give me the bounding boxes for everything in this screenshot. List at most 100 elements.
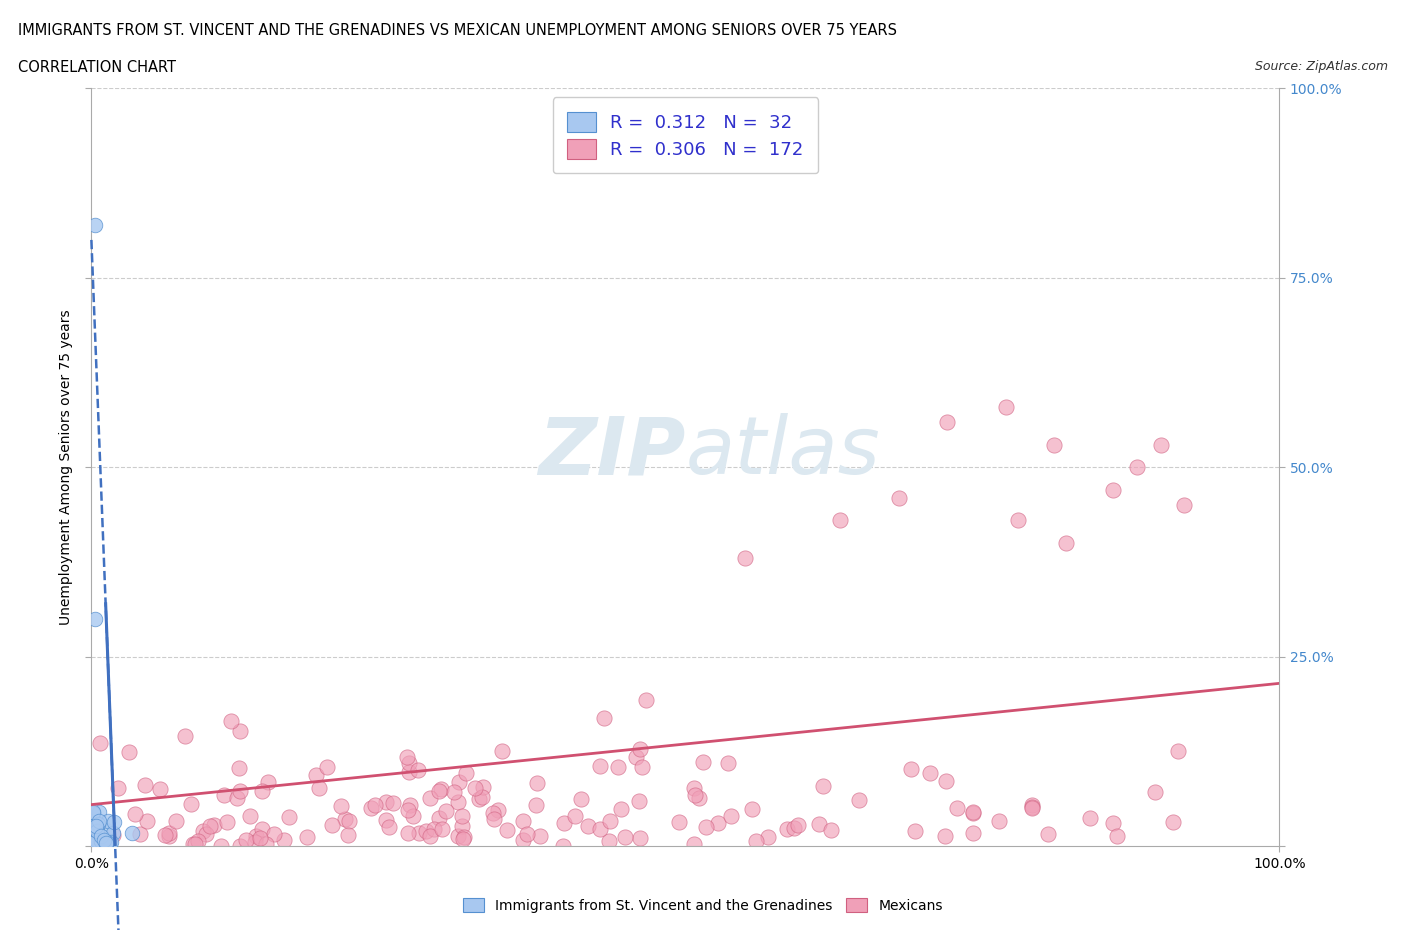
Point [249,830,271,845]
Point [181,836,204,851]
Point [935,774,957,789]
Point [1054,536,1077,551]
Y-axis label: Unemployment Among Seniors over 75 years: Unemployment Among Seniors over 75 years [59,310,73,625]
Point [683,788,706,803]
Text: IMMIGRANTS FROM ST. VINCENT AND THE GRENADINES VS MEXICAN UNEMPLOYMENT AMONG SEN: IMMIGRANTS FROM ST. VINCENT AND THE GREN… [18,23,897,38]
Point [443,785,465,800]
Point [402,808,425,823]
Point [599,814,621,829]
Point [363,798,385,813]
Point [419,828,441,843]
Point [94,822,117,837]
Point [1078,811,1101,826]
Point [84,612,107,627]
Point [683,837,706,852]
Point [1173,498,1195,512]
Point [100,834,122,849]
Point [427,810,450,825]
Point [250,783,273,798]
Point [529,828,551,843]
Point [396,803,419,817]
Point [243,834,266,849]
Point [83,834,105,849]
Point [174,728,197,743]
Point [756,830,779,844]
Point [484,812,506,827]
Point [904,824,927,839]
Point [464,780,486,795]
Point [962,826,984,841]
Point [524,798,547,813]
Point [707,816,730,830]
Point [427,783,450,798]
Legend: R =  0.312   N =  32, R =  0.306   N =  172: R = 0.312 N = 32, R = 0.306 N = 172 [553,98,818,173]
Point [83,835,105,850]
Point [628,830,651,845]
Point [512,814,534,829]
Point [1167,744,1189,759]
Point [688,790,710,805]
Point [589,821,612,836]
Point [668,814,690,829]
Point [254,837,277,852]
Point [184,837,207,852]
Point [209,838,232,853]
Point [745,834,768,849]
Point [453,830,475,844]
Point [89,813,111,828]
Point [180,796,202,811]
Point [195,827,218,842]
Point [360,801,382,816]
Point [1102,816,1125,830]
Point [235,832,257,847]
Point [153,828,176,843]
Point [277,809,299,824]
Point [828,513,851,528]
Point [329,799,352,814]
Point [607,759,630,774]
Point [84,818,107,833]
Point [962,805,984,820]
Point [219,713,242,728]
Point [149,782,172,797]
Point [430,821,453,836]
Point [89,736,111,751]
Point [614,830,637,844]
Point [82,804,104,819]
Point [934,829,956,844]
Point [496,823,519,838]
Point [636,692,658,707]
Point [1107,828,1129,843]
Point [589,758,612,773]
Point [717,756,740,771]
Point [398,755,420,770]
Point [305,768,328,783]
Point [94,836,117,851]
Point [945,801,967,816]
Point [118,744,141,759]
Point [90,829,112,844]
Point [374,795,396,810]
Point [212,788,235,803]
Point [553,816,575,830]
Point [1143,784,1166,799]
Point [692,755,714,770]
Point [337,814,360,829]
Point [187,833,209,848]
Point [470,790,492,804]
Point [165,814,187,829]
Point [87,804,110,819]
Point [1021,800,1043,815]
Point [995,399,1018,414]
Point [918,766,941,781]
Point [273,832,295,847]
Point [1036,827,1059,842]
Point [408,826,430,841]
Point [491,743,513,758]
Point [202,818,225,833]
Point [157,826,180,841]
Point [121,826,143,841]
Point [86,824,108,839]
Point [889,490,911,505]
Point [820,823,842,838]
